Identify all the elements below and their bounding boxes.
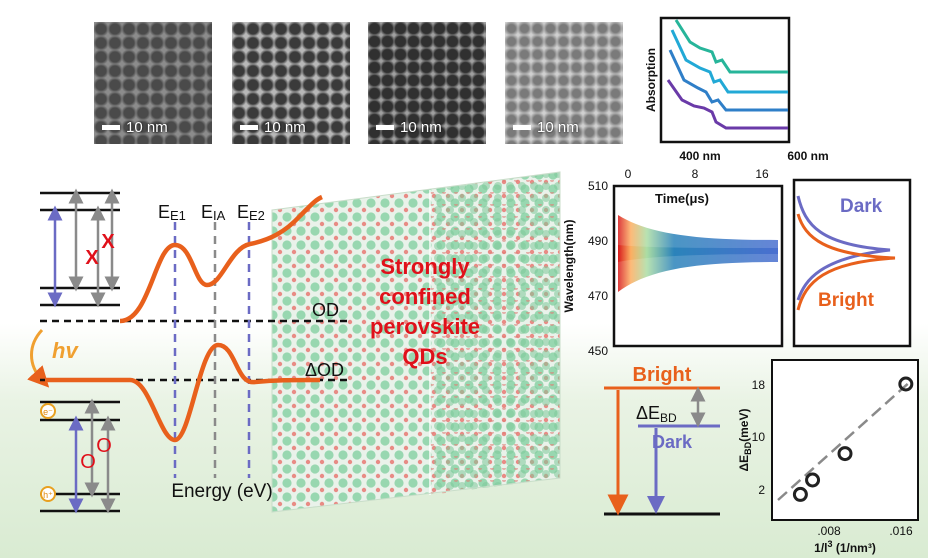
y-axis-label: ΔEBD(meV) [737,409,753,472]
hole-icon [40,486,56,502]
x-axis-label: 1/l3 (1/nm³) [814,539,876,555]
allowed-mark: O [96,435,112,457]
absorption-curve [119,194,323,324]
hole-label: h⁺ [43,490,53,500]
electron-label: e⁻ [43,407,53,417]
absorption-trace-1 [674,19,788,74]
scatter-point [792,486,808,502]
absorption-trace-2 [670,29,788,94]
scale-label: 10 nm [264,119,306,136]
tem-image-1: 10 nm [94,22,212,144]
dark-label: Dark [840,196,883,217]
splitting-plot: 18 10 2 .008 .016 1/l3 (1/nm³) ΔEBD(meV) [737,359,919,555]
absorption-trace-3 [668,49,788,112]
emission-panel: Dark Bright [792,178,912,348]
absorption-inset: Absorption 400 nm 600 nm [644,16,829,163]
scale-label: 10 nm [400,119,442,136]
scale-bar: 10 nm [102,119,168,136]
photon-label: hv [52,338,79,363]
blocked-mark: X [101,231,115,253]
od-label: OD [312,300,339,320]
wavelength-tick: 450 [588,344,608,358]
ee2-label: EE2 [237,202,265,223]
bright-emission-curve [796,213,896,311]
scale-bar: 10 nm [513,119,579,136]
tem-image-2: 10 nm [232,22,350,144]
scatter-point [805,472,821,488]
tem-image-4: 10 nm [505,22,623,144]
time-tick: 0 [625,167,632,181]
dod-label: ΔOD [305,360,344,380]
plot-frame [771,359,919,521]
scale-bar: 10 nm [376,119,442,136]
wavelength-tick: 470 [588,289,608,303]
caption-line-3: perovskite [370,314,480,339]
bright-label: Bright [818,290,875,311]
time-map: 0 8 16 Time(μs) 510 490 470 450 Waveleng… [562,167,784,358]
dark-level-label: Dark [652,432,693,452]
time-axis-label: Time(μs) [655,191,709,206]
absorption-ylabel: Absorption [644,48,658,112]
scale-bar: 10 nm [240,119,306,136]
y-tick: 10 [752,430,766,444]
time-tick: 8 [692,167,699,181]
decay-core [618,245,778,262]
wavelength-tick: 490 [588,234,608,248]
x-tick: .016 [889,524,913,538]
caption-line-1: Strongly [380,254,470,279]
allowed-mark: O [80,451,96,473]
absorption-x-end: 600 nm [787,149,828,163]
perovskite-cube [271,171,561,513]
blocked-mark: X [85,247,99,269]
eia-label: EIA [201,202,226,223]
photon-arrow-icon [27,328,50,388]
spectrum-panel: EE1 EIA EE2 OD ΔOD Energy (eV) [40,194,350,502]
dark-emission-curve [796,195,891,301]
wavelength-tick: 510 [588,179,608,193]
linear-fit [777,379,913,501]
caption-line-2: confined [379,284,471,309]
tem-image-3: 10 nm [368,22,486,144]
y-tick: 18 [752,378,766,392]
absorption-trace-4 [666,79,788,130]
scale-label: 10 nm [537,119,579,136]
bright-dark-levels: Bright Dark ΔEBD [604,364,720,516]
y-tick: 2 [758,483,765,497]
splitting-label: ΔEBD [636,403,677,425]
level-diagram-ground: X X [40,188,120,308]
scatter-point [837,446,853,462]
time-tick: 16 [755,167,769,181]
inset-frame [659,16,791,144]
scale-label: 10 nm [126,119,168,136]
caption-line-4: QDs [402,344,447,369]
energy-axis-label: Energy (eV) [171,481,272,502]
x-tick: .008 [817,524,841,538]
ee1-label: EE1 [158,202,186,223]
absorption-x-start: 400 nm [679,149,720,163]
bright-level-label: Bright [633,364,692,386]
scatter-point [898,376,914,392]
electron-icon [40,403,56,419]
differential-curve [45,342,321,443]
wavelength-axis-label: Wavelength(nm) [562,220,576,313]
cube-caption: Strongly confined perovskite QDs [370,254,480,369]
level-diagram-excited: O O e⁻ h⁺ [40,398,120,514]
